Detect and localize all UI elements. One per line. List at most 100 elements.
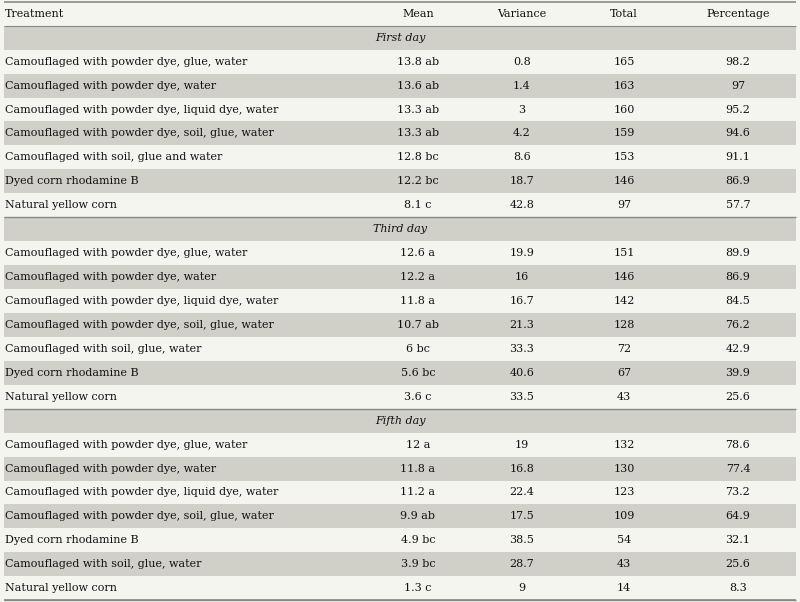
Text: 19: 19 (515, 439, 529, 450)
Text: Mean: Mean (402, 9, 434, 19)
Bar (4, 480, 796, 504)
Text: 38.5: 38.5 (510, 535, 534, 545)
Text: 91.1: 91.1 (726, 152, 750, 163)
Text: Dyed corn rhodamine B: Dyed corn rhodamine B (5, 176, 138, 187)
Text: Camouflaged with powder dye, glue, water: Camouflaged with powder dye, glue, water (5, 439, 247, 450)
Text: 146: 146 (614, 272, 634, 282)
Text: Fifth day: Fifth day (374, 415, 426, 426)
Bar (4, 50, 796, 73)
Bar (4, 504, 796, 529)
Text: 8.6: 8.6 (513, 152, 531, 163)
Text: 13.8 ab: 13.8 ab (397, 57, 439, 67)
Text: Camouflaged with powder dye, glue, water: Camouflaged with powder dye, glue, water (5, 248, 247, 258)
Text: 25.6: 25.6 (726, 392, 750, 402)
Bar (4, 241, 796, 265)
Text: 153: 153 (614, 152, 634, 163)
Text: 6 bc: 6 bc (406, 344, 430, 354)
Text: 33.3: 33.3 (510, 344, 534, 354)
Text: Dyed corn rhodamine B: Dyed corn rhodamine B (5, 368, 138, 378)
Text: Natural yellow corn: Natural yellow corn (5, 583, 117, 593)
Bar (4, 529, 796, 552)
Text: 16.8: 16.8 (510, 464, 534, 474)
Text: 130: 130 (614, 464, 634, 474)
Text: 39.9: 39.9 (726, 368, 750, 378)
Text: 8.3: 8.3 (729, 583, 747, 593)
Text: 4.9 bc: 4.9 bc (401, 535, 435, 545)
Text: 3.9 bc: 3.9 bc (401, 559, 435, 569)
Text: 22.4: 22.4 (510, 488, 534, 497)
Text: 19.9: 19.9 (510, 248, 534, 258)
Bar (4, 289, 796, 313)
Bar (4, 361, 796, 385)
Text: Variance: Variance (498, 9, 546, 19)
Bar (4, 385, 796, 409)
Text: 42.8: 42.8 (510, 200, 534, 210)
Text: 12.2 bc: 12.2 bc (397, 176, 439, 187)
Text: Camouflaged with powder dye, liquid dye, water: Camouflaged with powder dye, liquid dye,… (5, 105, 278, 114)
Text: 89.9: 89.9 (726, 248, 750, 258)
Text: 13.6 ab: 13.6 ab (397, 81, 439, 90)
Text: 54: 54 (617, 535, 631, 545)
Text: Camouflaged with powder dye, liquid dye, water: Camouflaged with powder dye, liquid dye,… (5, 488, 278, 497)
Text: 132: 132 (614, 439, 634, 450)
Text: 43: 43 (617, 559, 631, 569)
Bar (4, 169, 796, 193)
Text: 11.8 a: 11.8 a (401, 464, 435, 474)
Text: 159: 159 (614, 128, 634, 138)
Bar (4, 146, 796, 169)
Text: 77.4: 77.4 (726, 464, 750, 474)
Bar (4, 26, 796, 50)
Text: 0.8: 0.8 (513, 57, 531, 67)
Text: 43: 43 (617, 392, 631, 402)
Text: 11.2 a: 11.2 a (401, 488, 435, 497)
Text: Camouflaged with powder dye, water: Camouflaged with powder dye, water (5, 81, 216, 90)
Text: 86.9: 86.9 (726, 272, 750, 282)
Text: Camouflaged with soil, glue, water: Camouflaged with soil, glue, water (5, 344, 202, 354)
Text: 12.2 a: 12.2 a (401, 272, 435, 282)
Text: 14: 14 (617, 583, 631, 593)
Text: 72: 72 (617, 344, 631, 354)
Text: Camouflaged with powder dye, liquid dye, water: Camouflaged with powder dye, liquid dye,… (5, 296, 278, 306)
Text: 12.6 a: 12.6 a (401, 248, 435, 258)
Text: 57.7: 57.7 (726, 200, 750, 210)
Text: 64.9: 64.9 (726, 512, 750, 521)
Text: 97: 97 (731, 81, 745, 90)
Text: 5.6 bc: 5.6 bc (401, 368, 435, 378)
Text: 94.6: 94.6 (726, 128, 750, 138)
Text: Camouflaged with soil, glue and water: Camouflaged with soil, glue and water (5, 152, 222, 163)
Text: 9: 9 (518, 583, 526, 593)
Text: 13.3 ab: 13.3 ab (397, 105, 439, 114)
Text: Camouflaged with powder dye, soil, glue, water: Camouflaged with powder dye, soil, glue,… (5, 320, 274, 330)
Text: 42.9: 42.9 (726, 344, 750, 354)
Text: 4.2: 4.2 (513, 128, 531, 138)
Bar (4, 409, 796, 433)
Text: 95.2: 95.2 (726, 105, 750, 114)
Bar (4, 456, 796, 480)
Bar (4, 552, 796, 576)
Text: 12 a: 12 a (406, 439, 430, 450)
Text: 146: 146 (614, 176, 634, 187)
Text: 128: 128 (614, 320, 634, 330)
Text: 109: 109 (614, 512, 634, 521)
Text: 18.7: 18.7 (510, 176, 534, 187)
Text: Natural yellow corn: Natural yellow corn (5, 392, 117, 402)
Text: 78.6: 78.6 (726, 439, 750, 450)
Bar (4, 122, 796, 146)
Text: 17.5: 17.5 (510, 512, 534, 521)
Text: 16: 16 (515, 272, 529, 282)
Text: Third day: Third day (373, 224, 427, 234)
Text: Camouflaged with powder dye, water: Camouflaged with powder dye, water (5, 272, 216, 282)
Bar (4, 73, 796, 98)
Text: 98.2: 98.2 (726, 57, 750, 67)
Text: 67: 67 (617, 368, 631, 378)
Text: 8.1 c: 8.1 c (404, 200, 432, 210)
Text: Total: Total (610, 9, 638, 19)
Text: 12.8 bc: 12.8 bc (397, 152, 439, 163)
Text: Camouflaged with powder dye, soil, glue, water: Camouflaged with powder dye, soil, glue,… (5, 128, 274, 138)
Text: 11.8 a: 11.8 a (401, 296, 435, 306)
Text: Camouflaged with powder dye, glue, water: Camouflaged with powder dye, glue, water (5, 57, 247, 67)
Text: 3: 3 (518, 105, 526, 114)
Bar (4, 217, 796, 241)
Text: 97: 97 (617, 200, 631, 210)
Text: 1.4: 1.4 (513, 81, 531, 90)
